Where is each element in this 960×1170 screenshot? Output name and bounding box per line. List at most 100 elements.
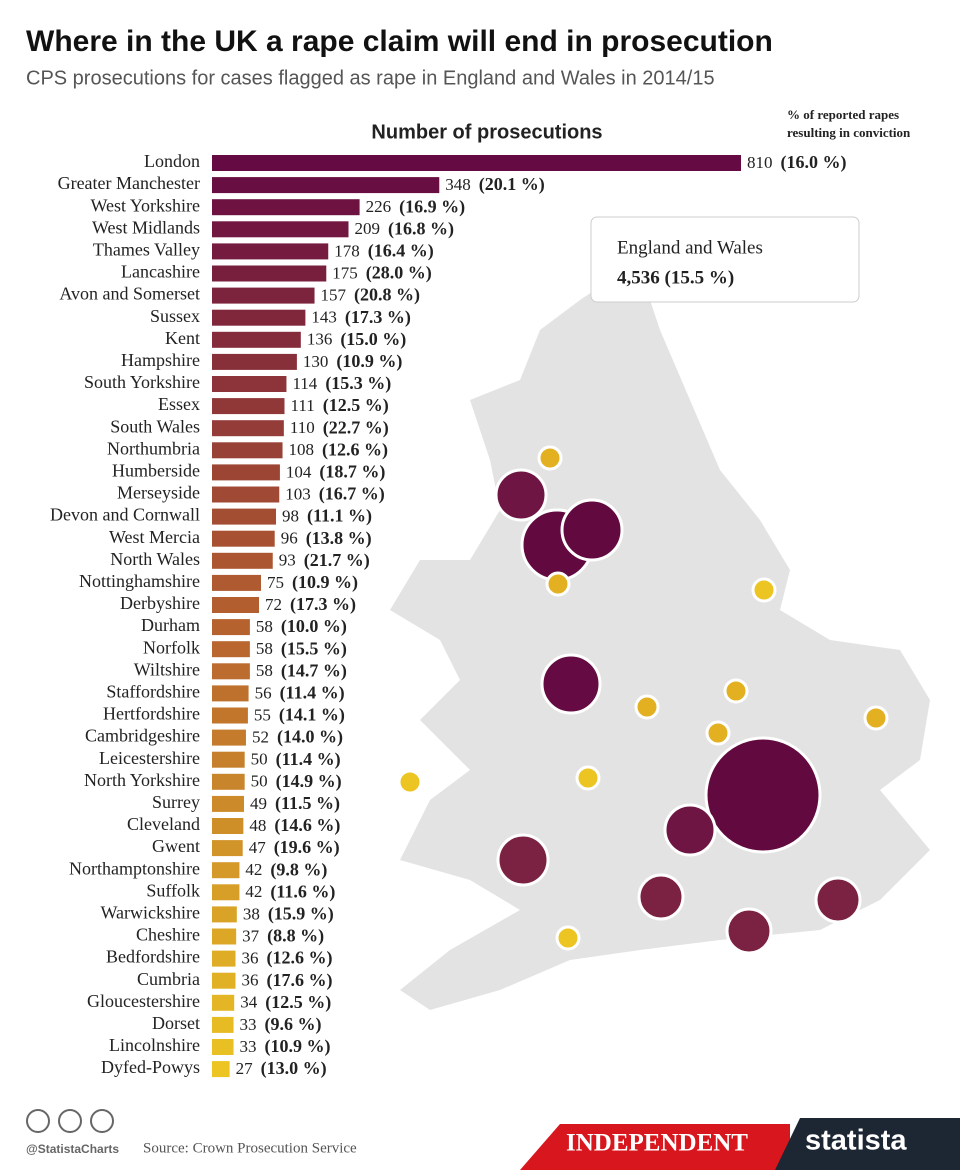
value-label: 33 (240, 1037, 257, 1056)
category-label: Cumbria (137, 969, 200, 989)
map-dot (537, 445, 563, 471)
conviction-label: (10.0 %) (281, 616, 347, 637)
category-label: Devon and Cornwall (50, 505, 200, 525)
conviction-label: (16.4 %) (368, 241, 434, 262)
map-bubbles (397, 445, 889, 955)
map-bubble (494, 468, 548, 522)
value-label: 348 (445, 175, 471, 194)
conviction-label: (11.5 %) (275, 793, 340, 814)
bar (212, 353, 297, 370)
conviction-label: (9.6 %) (265, 1014, 322, 1035)
conviction-label: (17.3 %) (290, 594, 356, 615)
category-label: Surrey (152, 792, 200, 812)
bar (212, 906, 237, 923)
value-label: 143 (311, 308, 337, 327)
category-label: Essex (158, 394, 200, 414)
value-label: 33 (240, 1015, 257, 1034)
bar (212, 773, 245, 790)
map-bubble (663, 803, 717, 857)
value-label: 98 (282, 507, 299, 526)
value-label: 56 (255, 683, 272, 702)
conviction-label: (20.8 %) (354, 285, 420, 306)
value-label: 48 (249, 816, 266, 835)
value-label: 27 (236, 1059, 254, 1078)
conviction-label: (16.0 %) (781, 152, 847, 173)
bar (212, 663, 250, 680)
conviction-label: (15.3 %) (325, 373, 391, 394)
map-bubble (814, 876, 862, 924)
value-label: 36 (242, 949, 259, 968)
bar (212, 552, 273, 569)
value-label: 226 (366, 197, 392, 216)
conviction-label: (10.9 %) (336, 351, 402, 372)
conviction-label: (10.9 %) (265, 1036, 331, 1057)
category-label: Cleveland (127, 814, 200, 834)
bar (212, 1061, 230, 1078)
bar (212, 862, 240, 879)
bar (212, 442, 283, 459)
category-label: Durham (141, 615, 200, 635)
value-label: 47 (249, 838, 267, 857)
category-label: Northumbria (107, 438, 200, 458)
conviction-label: (12.6 %) (322, 439, 388, 460)
partner-logo: INDEPENDENT (566, 1130, 748, 1157)
map-dot (705, 720, 731, 746)
conviction-label: (17.6 %) (267, 970, 333, 991)
conviction-label: (12.5 %) (323, 395, 389, 416)
category-label: Warwickshire (100, 903, 200, 923)
category-label: South Wales (110, 416, 200, 436)
map-dot (545, 571, 571, 597)
callout-title: England and Wales (617, 237, 763, 258)
conviction-label: (16.9 %) (399, 196, 465, 217)
bar (212, 1016, 234, 1033)
map-dot (555, 925, 581, 951)
map-bubble (637, 873, 685, 921)
conviction-label: (10.9 %) (292, 572, 358, 593)
category-label: Gwent (152, 836, 200, 856)
category-label: Gloucestershire (87, 991, 200, 1011)
bar (212, 287, 315, 304)
value-label: 175 (332, 263, 358, 282)
value-label: 58 (256, 639, 273, 658)
conviction-label: (15.0 %) (340, 329, 406, 350)
value-label: 130 (303, 352, 329, 371)
map-dot (863, 705, 889, 731)
conviction-label: (14.9 %) (276, 771, 342, 792)
bar (212, 199, 360, 216)
bar (212, 265, 327, 282)
cc-icon (58, 1109, 82, 1133)
bar (212, 309, 306, 326)
category-label: Hampshire (121, 350, 200, 370)
bar (212, 928, 237, 945)
map-bubble (540, 653, 602, 715)
footer: @StatistaCharts Source: Crown Prosecutio… (26, 1109, 960, 1170)
bar (212, 530, 275, 547)
category-label: Norfolk (143, 637, 200, 657)
bar (212, 155, 741, 171)
bar (212, 464, 280, 481)
conviction-label: (16.8 %) (388, 218, 454, 239)
value-label: 58 (256, 617, 273, 636)
bar (212, 994, 235, 1011)
brand-band (775, 1118, 960, 1170)
bar (212, 795, 245, 812)
category-label: Dyfed-Powys (101, 1057, 200, 1077)
category-label: Wiltshire (134, 659, 200, 679)
category-label: North Yorkshire (84, 770, 200, 790)
map-bubble (704, 736, 822, 854)
value-label: 103 (285, 484, 311, 503)
bar (212, 1039, 234, 1055)
category-label: Sussex (150, 306, 200, 326)
value-label: 36 (242, 971, 259, 990)
bar (212, 221, 349, 238)
value-label: 209 (354, 219, 380, 238)
source: Source: Crown Prosecution Service (143, 1140, 357, 1156)
category-label: Bedfordshire (106, 947, 200, 967)
category-label: Cheshire (136, 925, 200, 945)
map-bubble (496, 833, 550, 887)
value-label: 37 (242, 926, 259, 945)
conviction-label: (11.1 %) (307, 506, 372, 527)
map-bubble (725, 907, 773, 955)
axis-title: Number of prosecutions (371, 121, 602, 143)
